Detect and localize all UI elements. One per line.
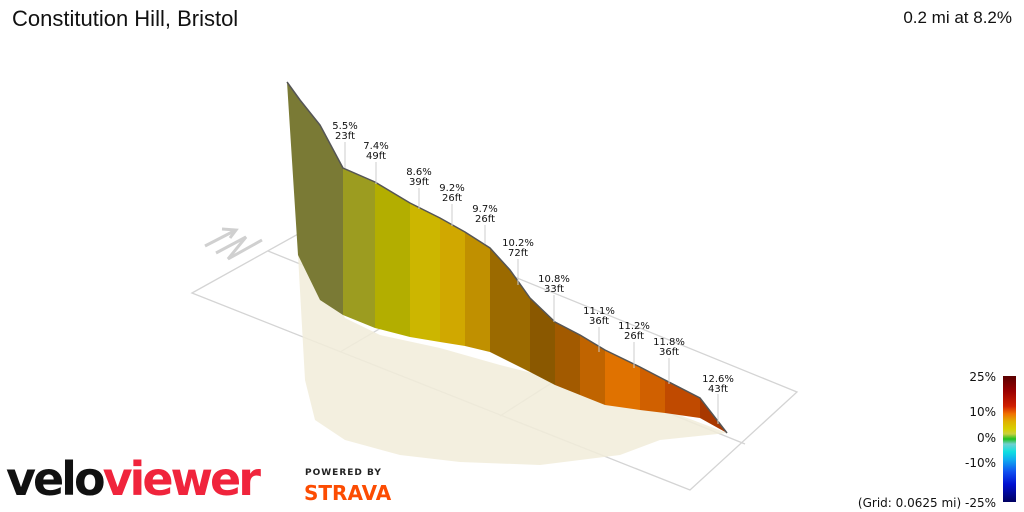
svg-text:36ft: 36ft [589, 316, 609, 327]
svg-text:10.8%: 10.8% [538, 274, 570, 285]
gradient-color-legend: 25% 10% 0% -10% (Grid: 0.0625 mi) -25% [858, 370, 1016, 510]
svg-text:26ft: 26ft [624, 331, 644, 342]
svg-text:11.8%: 11.8% [653, 337, 685, 348]
segment-label: 12.6%43ft [702, 374, 734, 424]
elevation-wall [286, 81, 728, 434]
page-title: Constitution Hill, Bristol [12, 6, 239, 31]
segment-label: 10.2%72ft [502, 238, 534, 285]
north-arrow-icon [204, 227, 263, 261]
svg-text:26ft: 26ft [475, 214, 495, 225]
segment-label: 11.8%36ft [653, 337, 685, 384]
color-scale-bar [1003, 376, 1016, 502]
legend-tick-max: 25% [969, 370, 996, 384]
powered-by-label: POWERED BY [305, 468, 382, 478]
segment-label: 11.2%26ft [618, 321, 650, 368]
grid-note: (Grid: 0.0625 mi) [857, 496, 962, 510]
legend-tick-10: 10% [969, 405, 996, 419]
strava-logo[interactable]: STRAVA [304, 481, 392, 505]
svg-text:23ft: 23ft [335, 131, 355, 142]
svg-text:49ft: 49ft [366, 151, 386, 162]
svg-text:36ft: 36ft [659, 347, 679, 358]
route-summary: 0.2 mi at 8.2% [903, 8, 1012, 27]
svg-text:26ft: 26ft [442, 193, 462, 204]
svg-text:39ft: 39ft [409, 177, 429, 188]
veloviewer-logo[interactable]: veloviewer [6, 452, 261, 506]
segment-label: 9.2%26ft [439, 183, 465, 226]
svg-text:33ft: 33ft [544, 284, 564, 295]
segment-label: 7.4%49ft [363, 141, 389, 184]
svg-text:8.6%: 8.6% [406, 167, 431, 178]
svg-text:7.4%: 7.4% [363, 141, 388, 152]
legend-tick-0: 0% [976, 431, 996, 445]
segment-label: 10.8%33ft [538, 274, 570, 322]
svg-text:10.2%: 10.2% [502, 238, 534, 249]
legend-tick-min: (Grid: 0.0625 mi) -25% [857, 496, 996, 510]
svg-text:5.5%: 5.5% [332, 121, 357, 132]
segment-label: 9.7%26ft [472, 204, 498, 244]
svg-text:72ft: 72ft [508, 248, 528, 259]
svg-text:11.2%: 11.2% [618, 321, 650, 332]
segment-labels: 5.5%23ft 7.4%49ft 8.6%39ft 9.2%26ft 9.7%… [332, 121, 734, 424]
segment-label: 11.1%36ft [583, 306, 615, 352]
svg-text:9.7%: 9.7% [472, 204, 497, 215]
svg-text:11.1%: 11.1% [583, 306, 615, 317]
svg-text:43ft: 43ft [708, 384, 728, 395]
svg-text:12.6%: 12.6% [702, 374, 734, 385]
svg-text:9.2%: 9.2% [439, 183, 464, 194]
legend-tick-neg10: -10% [964, 456, 996, 470]
segment-label: 5.5%23ft [332, 121, 358, 168]
profile-shadow [298, 255, 727, 465]
segment-label: 8.6%39ft [406, 167, 432, 209]
